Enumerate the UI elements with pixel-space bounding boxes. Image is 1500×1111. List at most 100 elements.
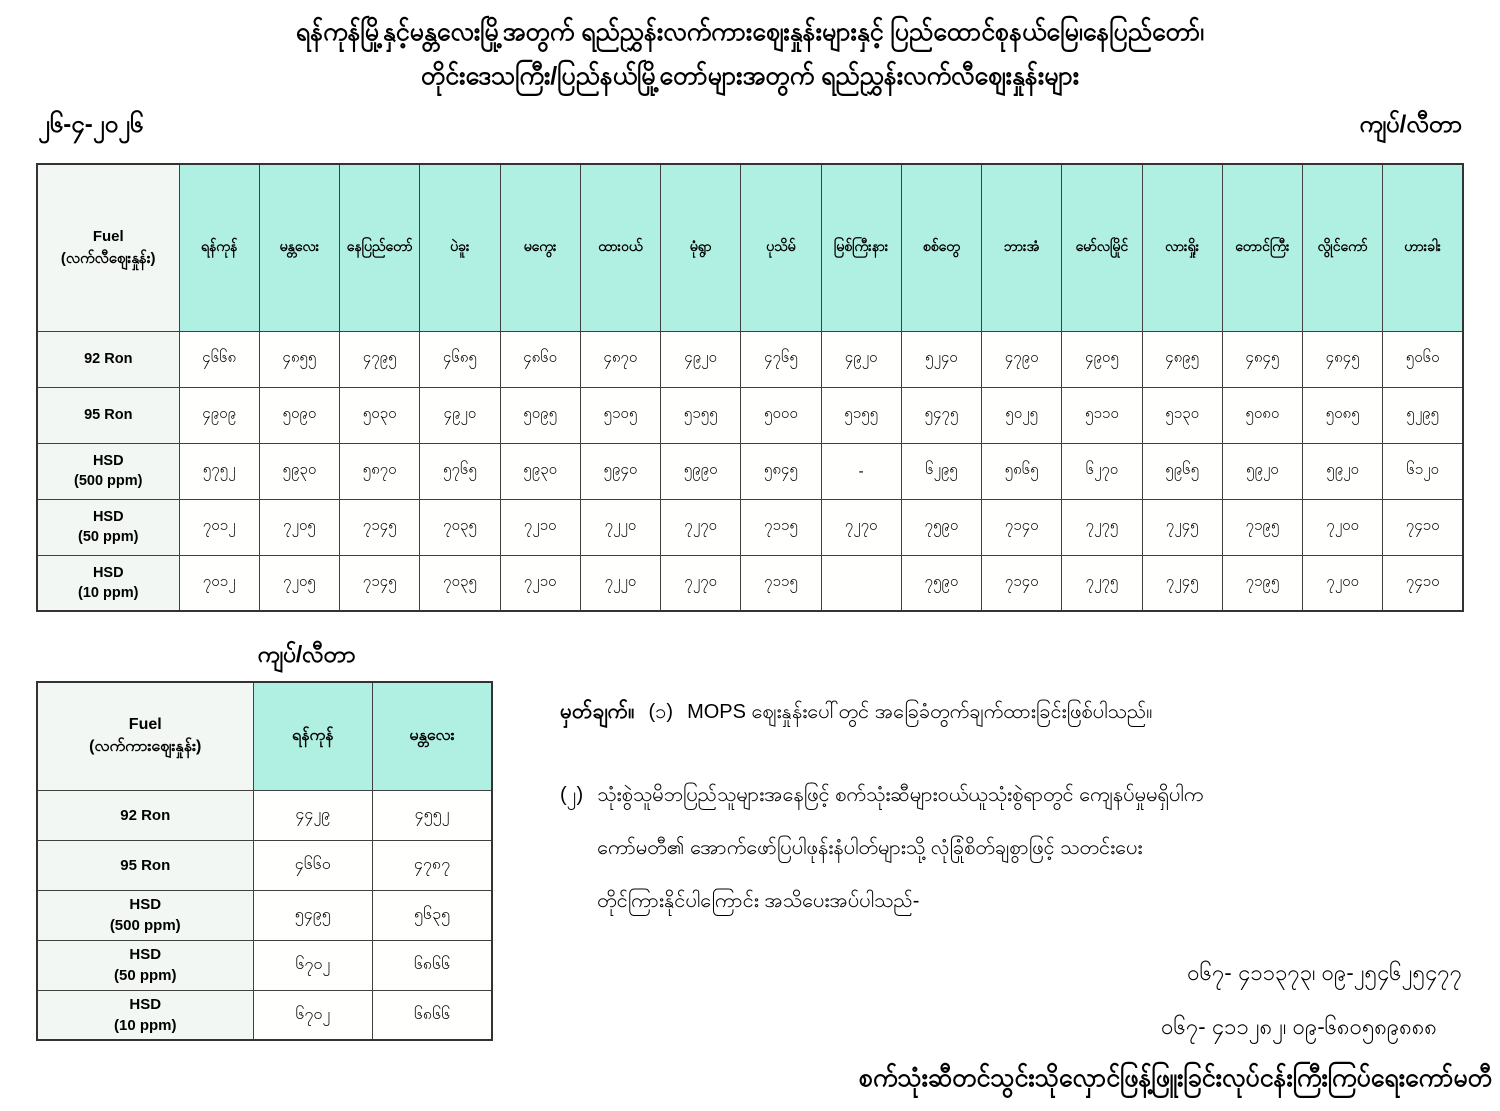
price-cell: ၅၀၃၀ <box>338 386 421 444</box>
price-cell: ၇၂၇၀ <box>659 554 742 612</box>
note-heading: မှတ်ချက်။ <box>560 700 635 723</box>
price-cell: ၇၄၁၀ <box>1382 554 1464 612</box>
retail_table-city-header: ထားဝယ် <box>579 163 662 332</box>
note-2-line1: သုံးစွဲသူမိဘပြည်သူများအနေဖြင့် စက်သုံးဆီ… <box>597 784 1204 806</box>
fuel-row-label-line: (500 ppm) <box>109 917 181 934</box>
price-cell: ၇၀၁၂ <box>178 554 260 612</box>
wholesale-price-table: Fuel (လက်ကားဈေးနှုန်း) ရန်ကုန် မန္တလေး 92… <box>36 681 493 1041</box>
price-cell: ၆၂၇၀ <box>1061 442 1143 500</box>
fuel-header-line1: Fuel <box>92 227 124 245</box>
price-cell: ၄၈၆၀ <box>499 330 581 388</box>
fuel-row-label-line: HSD <box>92 453 124 469</box>
price-cell: ၄၅၅၂ <box>372 789 493 841</box>
price-cell <box>820 554 902 612</box>
price-cell: ၇၂၇၅ <box>1061 554 1143 612</box>
retail_table-city-header: ဟားခါး <box>1382 163 1464 332</box>
retail_table-city-header: လားရှိုး <box>1141 163 1223 332</box>
price-cell: ၄၈၄၅ <box>1301 330 1384 388</box>
price-cell: ၅၈၇၀ <box>338 442 421 500</box>
price-cell: ၇၀၃၅ <box>419 554 501 612</box>
retail_table-row: HSD (10 ppm) ၇၀၁၂ ၇၂၀၅ ၇၁၄၅ ၇၀၃၅ ၇၂၁၀ ၇၂၂၀ ၇၂၇၀၇… <box>36 554 1464 612</box>
price-cell: ၅၆၃၅ <box>372 889 493 941</box>
price-cell: ၅၁၅၅ <box>659 386 742 444</box>
price-cell: ၅၇၆၅ <box>419 442 501 500</box>
retail_table-city-header: စစ်တွေ <box>900 163 983 332</box>
price-cell: ၇၁၄၀ <box>980 498 1063 556</box>
price-cell: ၇၅၉၀ <box>900 554 983 612</box>
price-cell: ၅၉၃၀ <box>499 442 581 500</box>
fuel-header-line2: (လက်ကားဈေးနှုန်း) <box>89 738 202 756</box>
price-cell: ၇၁၁၅ <box>740 498 822 556</box>
price-cell: ၄၇၉၅ <box>338 330 421 388</box>
price-cell: ၇၂၄၅ <box>1141 554 1223 612</box>
price-cell: ၇၅၉၀ <box>900 498 983 556</box>
wholesale_table-row: 95 Ron ၄၆၆၀ ၄၇၈၇ <box>36 839 493 891</box>
phone-line-1: ၀၆၇- ၄၁၁၃၇၃၊ ၀၉-၂၅၄၆၂၅၄၇၇ <box>1187 960 1462 985</box>
price-cell: ၄၉၂၀ <box>419 386 501 444</box>
price-cell: ၄၉၂၀ <box>659 330 742 388</box>
meta-row: ၂၆-၄-၂၀၂၆ ကျပ်/လီတာ <box>38 108 1462 144</box>
retail_table-city-header: မြစ်ကြီးနား <box>820 163 902 332</box>
retail_table-city-header: ပုသိမ် <box>740 163 822 332</box>
fuel-row-label-line: HSD <box>129 995 162 1013</box>
note-1-text: MOPS ဈေးနှုန်းပေါ်တွင် အခြေခံတွက်ချက်ထား… <box>687 701 1153 723</box>
note-1-number: (၁) <box>648 701 674 723</box>
note-item-2: (၂) သုံးစွဲသူမိဘပြည်သူများအနေဖြင့် စက်သု… <box>560 769 1492 928</box>
fuel-header-line2: (လက်လီဈေးနှုန်း) <box>60 249 156 267</box>
price-cell: ၄၈၇၀ <box>579 330 662 388</box>
price-cell: ၆၁၂၀ <box>1382 442 1464 500</box>
wholesale-header-row: Fuel (လက်ကားဈေးနှုန်း) ရန်ကုန် မန္တလေး <box>36 681 493 791</box>
price-cell: ၄၈၅၅ <box>258 330 341 388</box>
fuel-row-label: HSD (50 ppm) <box>36 498 180 556</box>
price-cell: ၇၂၄၅ <box>1141 498 1223 556</box>
fuel-row-label-line: (10 ppm) <box>78 584 139 601</box>
price-cell: ၅၀၂၅ <box>980 386 1063 444</box>
price-cell: ၇၂၇၀ <box>820 498 902 556</box>
retail-header-row: Fuel (လက်လီဈေးနှုန်း) ရန်ကုန် မန္တလေး နေပြ… <box>36 163 1464 332</box>
price-cell: ၄၉၀၉ <box>178 386 260 444</box>
retail_table-city-header: ရန်ကုန် <box>178 163 260 332</box>
fuel-row-label-line: HSD <box>92 564 124 581</box>
price-cell: ၅၉၄၀ <box>579 442 662 500</box>
retail_table-row: HSD (500 ppm) ၅၇၅၂ ၅၉၃၀ ၅၈၇၀ ၅၇၆၅ ၅၉၃၀ ၅၉၄၀ ၅၉၉၀… <box>36 442 1464 500</box>
unit-label-small: ကျပ်/လီတာ <box>257 641 356 667</box>
price-cell: ၅၉၃၀ <box>258 442 341 500</box>
price-cell: ၅၀၉၀ <box>258 386 341 444</box>
price-cell: ၅၁၀၅ <box>579 386 662 444</box>
price-cell: ၅၀၉၅ <box>499 386 581 444</box>
fuel-row-label: HSD (10 ppm) <box>36 554 180 612</box>
price-cell: ၅၀၆၀ <box>1382 330 1464 388</box>
price-cell: ၅၉၂၀ <box>1301 442 1384 500</box>
price-cell: ၅၁၃၀ <box>1141 386 1223 444</box>
report-date: ၂၆-၄-၂၀၂၆ <box>38 111 144 138</box>
retail_table-city-header: နေပြည်တော် <box>338 163 421 332</box>
price-cell: ၄၇၆၅ <box>740 330 822 388</box>
title-line-2: တိုင်းဒေသကြီး/ပြည်နယ်မြို့တော်များအတွက် … <box>420 62 1080 90</box>
price-cell: ၇၂၀၅ <box>258 498 341 556</box>
fuel-row-label: HSD (50 ppm) <box>36 939 254 991</box>
fuel-row-label-line: (50 ppm) <box>78 529 139 545</box>
fuel-row-label-line: (50 ppm) <box>113 967 177 984</box>
wholesale_table-row: HSD (50 ppm) ၆၇၀၂ ၆၈၆၆ <box>36 939 493 991</box>
price-cell: ၅၂၉၅ <box>1382 386 1464 444</box>
price-cell: ၇၀၃၅ <box>419 498 501 556</box>
price-cell: ၇၂၁၀ <box>499 498 581 556</box>
fuel-row-label-line: HSD <box>129 946 162 963</box>
price-cell: ၇၂၇၅ <box>1061 498 1143 556</box>
note-2-text: သုံးစွဲသူမိဘပြည်သူများအနေဖြင့် စက်သုံးဆီ… <box>597 769 1203 928</box>
retail_table-city-header: မန္တလေး <box>258 163 341 332</box>
fuel-row-label: 92 Ron <box>36 330 180 388</box>
retail_table-row: 95 Ron ၄၉၀၉ ၅၀၉၀ ၅၀၃၀ ၄၉၂၀ ၅၀၉၅ ၅၁၀၅ ၅၁၅၅ ၅၀၀၀ ၅၁… <box>36 386 1464 444</box>
wholesale-fuel-column-header: Fuel (လက်ကားဈေးနှုန်း) <box>36 681 254 791</box>
page-title: ရန်ကုန်မြို့နှင့်မန္တလေးမြို့အတွက် ရည်ညွ… <box>0 10 1500 98</box>
price-cell: ၅၇၅၂ <box>178 442 260 500</box>
price-cell: - <box>820 442 902 500</box>
price-cell: ၅၀၈၀ <box>1221 386 1304 444</box>
note-2-number: (၂) <box>560 784 584 806</box>
price-cell: ၄၆၆၈ <box>178 330 260 388</box>
price-cell: ၅၄၉၅ <box>252 889 373 941</box>
price-cell: ၄၉၂၀ <box>820 330 902 388</box>
price-cell: ၅၄၇၅ <box>900 386 983 444</box>
price-cell: ၅၂၄၀ <box>900 330 983 388</box>
price-cell: ၆၈၆၆ <box>372 939 493 991</box>
